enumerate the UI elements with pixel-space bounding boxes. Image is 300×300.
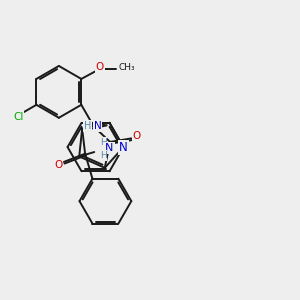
Text: O: O	[133, 131, 141, 141]
Text: N: N	[119, 141, 128, 154]
Text: N: N	[105, 142, 114, 153]
Text: CH₃: CH₃	[118, 63, 135, 72]
Text: H: H	[100, 138, 106, 147]
Text: H: H	[84, 121, 91, 131]
Text: H: H	[100, 151, 106, 160]
Text: N: N	[94, 121, 101, 131]
Text: Cl: Cl	[13, 112, 23, 122]
Text: O: O	[96, 62, 104, 72]
Text: O: O	[54, 160, 62, 170]
